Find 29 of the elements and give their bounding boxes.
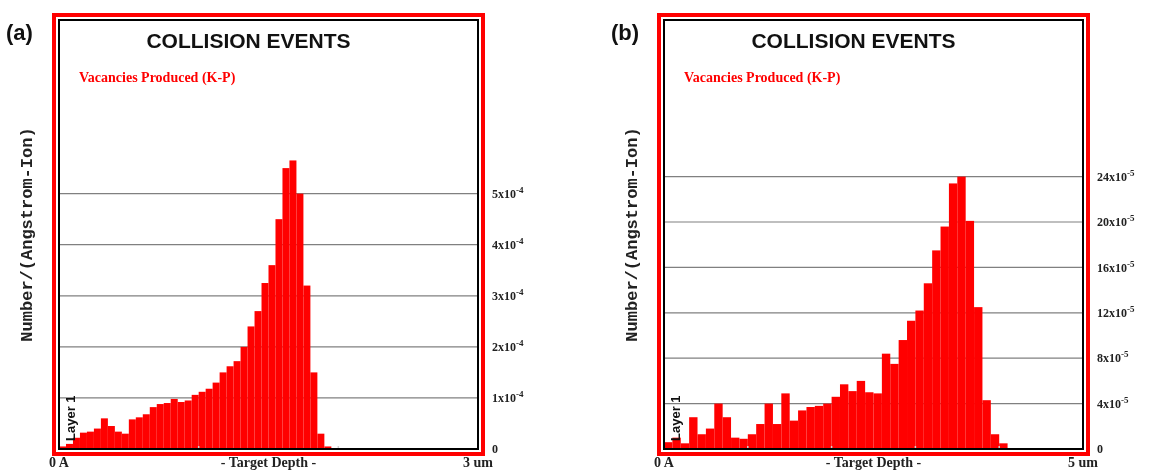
y-tick-label: 4x10$^{-5}$ xyxy=(1097,394,1129,411)
x-axis-title: - Target Depth - xyxy=(825,455,922,470)
chart-title: COLLISION EVENTS xyxy=(146,29,351,52)
text: (a) xyxy=(6,20,33,45)
y-tick-label: 1x10$^{-4}$ xyxy=(492,389,524,406)
y-tick-label: 20x10$^{-5}$ xyxy=(1097,213,1135,230)
x-tick-label: 5 um xyxy=(1068,455,1099,470)
y-tick-label: 12x10$^{-5}$ xyxy=(1097,304,1135,321)
y-tick-label: 5x10$^{-4}$ xyxy=(492,184,524,201)
y-tick-label: 4x10$^{-4}$ xyxy=(492,235,524,252)
annotation: Layer 1 xyxy=(668,395,683,441)
y-tick-label: 0 xyxy=(492,442,498,457)
y-tick-label: 24x10$^{-5}$ xyxy=(1097,167,1135,184)
y-tick-label: 0 xyxy=(1097,442,1103,457)
x-tick-label: 3 um xyxy=(463,455,494,470)
chart-title: COLLISION EVENTS xyxy=(751,29,956,52)
y-tick-label: 3x10$^{-4}$ xyxy=(492,286,524,303)
y-tick-label: 16x10$^{-5}$ xyxy=(1097,258,1135,275)
text: Vacancies Produced (K-P) xyxy=(684,70,841,86)
y-axis-title: Number/(Angstrom-Ion) xyxy=(623,127,642,342)
x-tick-label: 0 A xyxy=(49,455,70,470)
annotation: Layer 1 xyxy=(63,395,78,441)
text: Vacancies Produced (K-P) xyxy=(79,70,236,86)
x-tick-label: 0 A xyxy=(654,455,675,470)
y-axis-title: Number/(Angstrom-Ion) xyxy=(18,127,37,342)
x-axis-title: - Target Depth - xyxy=(220,455,317,470)
text: (b) xyxy=(611,20,640,45)
y-tick-label: 8x10$^{-5}$ xyxy=(1097,349,1129,366)
y-tick-label: 2x10$^{-4}$ xyxy=(492,338,524,355)
